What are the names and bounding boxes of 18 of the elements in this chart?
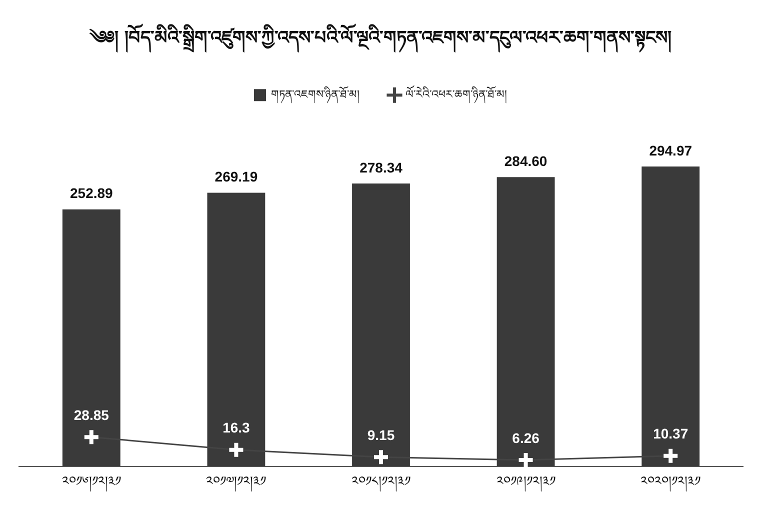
chart-title: ༄༅། །བོད་མིའི་སྒྲིག་འཛུགས་ཀྱི་འདས་པའི་ལོ་ལྔའི་གཏན་འཇགས་མ་དངུལ་འཕར་ཆག་གནས་སྟངས། [88, 22, 672, 54]
data-label: 269.19 [214, 168, 258, 185]
data-label: 10.37 [653, 426, 688, 442]
x-tick-label: ༢༠༡༧།༡༢།༣༡ [206, 474, 266, 493]
data-label: 294.97 [649, 142, 692, 158]
data-label: 278.34 [360, 159, 403, 176]
x-tick-label: ༢༠༡༩།༡༢།༣༡ [496, 474, 556, 493]
legend-label: ལོ་རེའི་འཕར་ཆག་ཉིན་ཐོ་མ། [406, 84, 508, 104]
data-label: 252.89 [70, 185, 114, 202]
data-label: 284.60 [504, 152, 548, 169]
data-label: 28.85 [74, 406, 110, 423]
data-label: 6.26 [512, 430, 540, 446]
data-label: 9.15 [367, 426, 395, 443]
legend-label: གཏན་འཇགས་ཉིན་ཐོ་མ། [271, 86, 360, 104]
data-label: 16.3 [222, 420, 250, 436]
x-tick-label: ༢༠༡༨།༡༢།༣༡ [352, 474, 410, 493]
x-tick-label: ༢༠༡༦།༡༢།༣༡ [62, 474, 121, 493]
x-tick-label: ༢༠༢༠།༡༢།༣༡ [640, 474, 701, 493]
